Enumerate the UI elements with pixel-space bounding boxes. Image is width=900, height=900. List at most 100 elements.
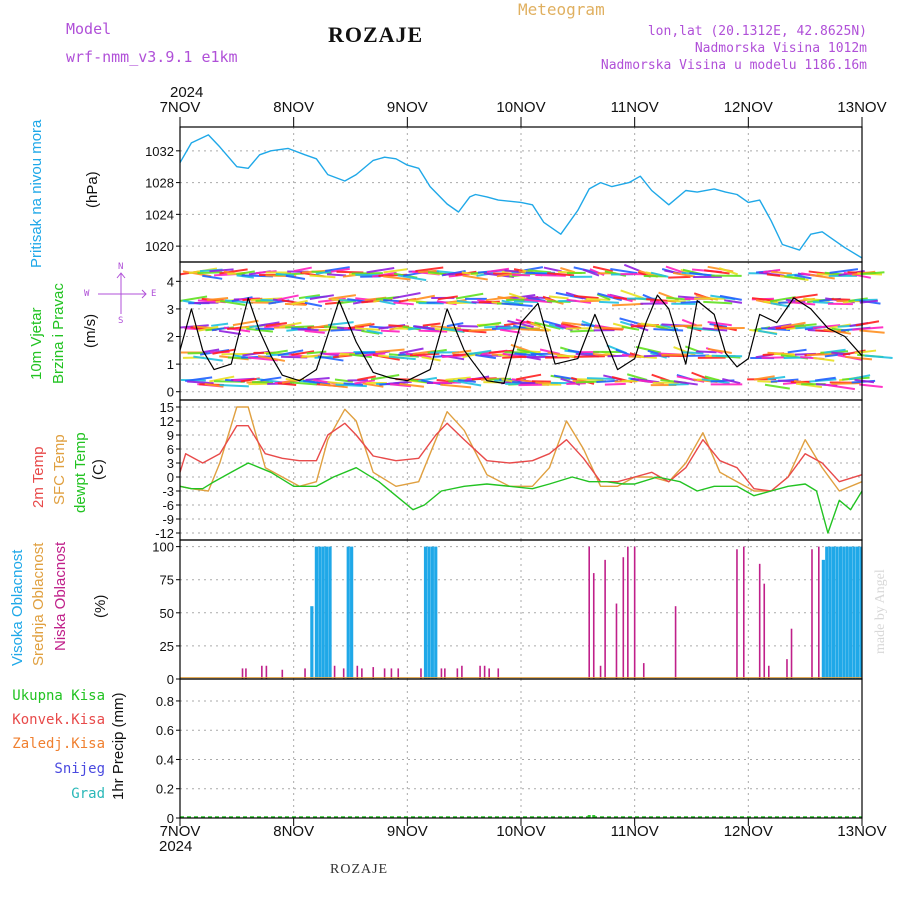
wind-arrow [718,267,739,276]
wind-arrow [293,266,312,273]
low-cloud-bar [790,628,793,679]
wind-arrow [596,293,611,301]
x-tick-label-top: 10NOV [496,99,545,116]
wind-arrow [279,321,302,328]
wind-arrow [259,321,280,327]
wind-arrow [304,301,323,308]
low-cloud-bar [333,665,336,679]
wind-arrow [543,266,562,273]
wind-arrow [211,322,229,327]
wind-arrow [468,328,497,332]
wind-arrow [667,299,686,303]
y-tick-label: 1028 [145,176,174,191]
wind-arrow [610,267,638,275]
wind-arrow [277,349,304,357]
wind-arrow [514,352,537,357]
wind-arrow [670,324,703,328]
wind-arrow [265,322,288,327]
wind-arrow [548,295,569,300]
low-cloud-bar [245,668,247,679]
high-cloud-bar [835,546,839,679]
wind-arrow [362,382,384,388]
wind-arrow [383,268,408,274]
low-cloud-bar [304,668,306,679]
wind-arrow [399,382,425,388]
wind-arrow [219,268,248,275]
wind-arrow [252,381,274,384]
y-tick-label: 15 [160,400,174,415]
high-cloud-bar [828,546,832,679]
x-tick-label-bottom: 7NOV [160,823,201,840]
wind-arrow [462,274,488,281]
wind-arrow [325,266,350,273]
wind-arrow [354,322,372,328]
wind-arrow [218,329,242,336]
wind-arrow [724,299,743,304]
low-cloud-bar [592,573,595,679]
wind-arrow [650,271,669,278]
wind-arrow [520,328,550,332]
footer-station: ROZAJE [330,862,389,877]
wind-arrow [620,289,644,300]
wind-arrow [315,269,334,275]
wind-arrow [204,382,224,388]
low-cloud-bar [420,668,422,679]
wind-arrow [787,348,807,354]
low-cloud-bar [588,546,590,679]
wind-arrow [668,275,691,279]
wind-arrow [202,274,223,280]
wind-arrow [206,296,229,302]
wind-arrow [623,263,641,273]
wind-arrow [809,273,835,280]
high-cloud-bar [434,546,438,679]
wind-arrow [365,352,386,357]
high-cloud-bar [859,546,863,679]
low-cloud-bar [642,663,645,679]
wind-arrow [806,353,839,357]
year-top: 2024 [170,84,204,101]
wind-arrow [209,268,234,273]
low-cloud-bar [633,546,636,679]
wind-arrow [445,376,471,381]
wind-arrow [796,382,823,389]
low-cloud-bar [622,557,625,679]
wind-arrow [673,346,696,357]
wind-arrow [328,321,354,327]
wind-arrow [792,293,818,300]
y-tick-label: 0.4 [156,752,174,767]
wind-arrow [277,382,297,387]
high-cloud-bar [423,546,428,679]
wind-arrow [375,348,405,354]
wind-arrow [722,377,741,385]
wind-arrow [593,326,624,330]
wind-arrow [304,329,325,334]
wind-arrow [393,301,414,306]
wind-arrow [560,267,575,274]
wind-arrow [499,328,521,334]
lonlat-label: lon,lat (20.1312E, 42.8625N) [647,24,867,39]
wind-arrow [446,322,464,328]
low-cloud-bar [758,563,761,679]
wind-arrow [823,328,851,335]
wind-arrow [784,275,806,281]
high-cloud-bar [310,606,314,679]
y-tick-label: 1 [167,357,174,372]
low-cloud-bar [818,546,820,679]
wind-arrow [691,371,711,381]
wind-arrow [275,272,295,277]
wind-arrow [681,351,704,355]
low-cloud-bar [281,669,284,679]
high-cloud-bar [838,546,843,679]
low-cloud-bar [356,665,359,679]
wind-arrow [336,270,364,274]
wind-arrow [421,355,441,362]
wind-arrow [859,329,885,334]
wind-arrow [621,325,640,331]
wind-arrow [508,292,527,301]
panel-frame-precip [179,678,863,819]
high-cloud-bar [852,546,856,679]
y-tick-label: 0.6 [156,723,174,738]
x-tick-label-bottom: 10NOV [496,823,545,840]
wind-arrow [319,383,348,389]
series-line-temperature-2 [179,462,863,534]
